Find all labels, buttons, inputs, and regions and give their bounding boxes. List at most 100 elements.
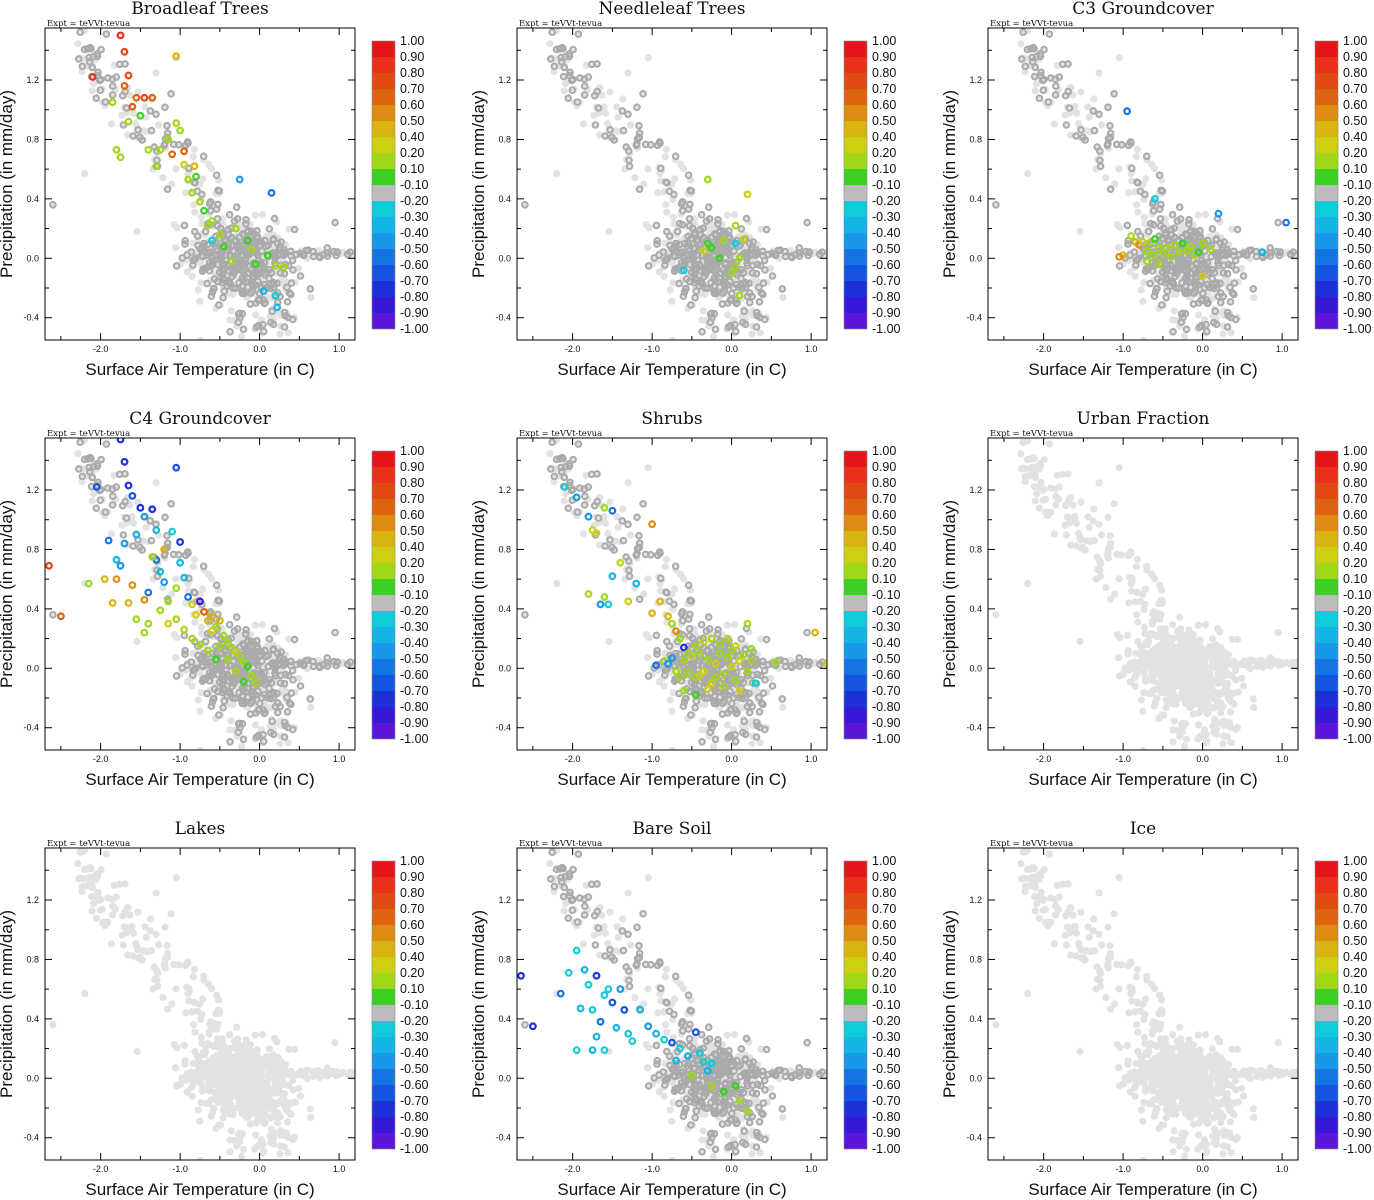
neutral-point — [1163, 287, 1172, 296]
data-point — [207, 236, 216, 245]
background-point — [198, 630, 206, 638]
colorbar-swatch — [1315, 57, 1338, 73]
background-point — [1201, 211, 1210, 219]
neutral-point — [240, 260, 249, 269]
data-point — [1150, 235, 1159, 243]
neutral-point — [134, 126, 142, 134]
colorbar-swatch — [372, 313, 395, 329]
neutral-point — [129, 132, 137, 140]
colorbar-label: 0.40 — [400, 130, 424, 144]
y-tick-label: 0.8 — [969, 134, 982, 144]
neutral-point — [1175, 203, 1184, 211]
neutral-point — [740, 307, 748, 316]
neutral-point — [1212, 235, 1221, 243]
background-point — [1133, 201, 1141, 209]
neutral-point — [1031, 63, 1040, 72]
background-point — [614, 113, 622, 121]
background-point — [227, 717, 235, 725]
neutral-point — [225, 279, 234, 287]
x-axis-label: Surface Air Temperature (in C) — [85, 360, 314, 379]
neutral-point — [1166, 260, 1175, 269]
data-point — [707, 243, 716, 252]
colorbar-swatch — [372, 185, 395, 201]
background-point — [229, 700, 237, 708]
colorbar-label: -0.10 — [872, 178, 901, 192]
neutral-point — [753, 248, 762, 256]
neutral-point — [269, 320, 278, 329]
neutral-point — [795, 244, 804, 252]
background-point — [668, 336, 676, 340]
neutral-point — [233, 215, 242, 223]
neutral-point — [686, 186, 694, 195]
neutral-point — [757, 289, 766, 297]
neutral-point — [201, 637, 210, 646]
colorbar-label: 0.50 — [1343, 114, 1367, 128]
colorbar-swatch — [1315, 297, 1338, 313]
neutral-point — [1144, 227, 1153, 236]
colorbar-swatch — [372, 217, 395, 233]
neutral-point — [720, 280, 728, 289]
colorbar-swatch — [372, 105, 395, 121]
neutral-point — [309, 252, 318, 261]
point-layer — [992, 28, 1298, 340]
neutral-point — [1168, 279, 1177, 287]
neutral-point — [740, 249, 748, 258]
neutral-point — [601, 132, 609, 140]
background-point — [1017, 40, 1025, 48]
neutral-point — [732, 280, 741, 289]
background-point — [133, 227, 141, 236]
neutral-point — [675, 279, 683, 288]
data-point — [128, 102, 137, 111]
neutral-point — [96, 86, 105, 95]
neutral-point — [248, 277, 256, 286]
neutral-point — [1181, 267, 1190, 275]
neutral-point — [1176, 215, 1185, 223]
neutral-point — [686, 260, 694, 269]
data-point — [1149, 251, 1158, 260]
neutral-point — [280, 308, 289, 317]
colorbar-label: -0.40 — [1343, 226, 1372, 240]
data-point — [1198, 272, 1207, 281]
background-point — [1169, 316, 1177, 324]
data-point — [192, 172, 200, 181]
neutral-point — [1106, 185, 1115, 193]
neutral-point — [755, 283, 763, 292]
neutral-point — [1106, 129, 1115, 138]
neutral-point — [270, 280, 278, 288]
colorbar-label: -0.60 — [1343, 258, 1372, 272]
neutral-point — [663, 254, 672, 262]
colorbar-swatch — [1315, 313, 1338, 329]
colorbar-label: -0.60 — [400, 258, 429, 272]
neutral-point — [644, 262, 653, 270]
data-point — [1194, 248, 1203, 257]
neutral-point — [212, 171, 221, 179]
colorbar-label: 0.90 — [400, 50, 424, 64]
neutral-point — [1216, 239, 1225, 248]
neutral-point — [229, 268, 237, 276]
data-point — [731, 239, 740, 248]
y-tick-label: 0.0 — [26, 253, 39, 263]
neutral-point — [1191, 277, 1199, 286]
colorbar-label: -0.30 — [1343, 210, 1372, 224]
neutral-point — [280, 323, 289, 331]
background-point — [590, 111, 598, 119]
neutral-point — [768, 272, 777, 280]
colorbar-swatch — [372, 297, 395, 313]
colorbar-swatch — [372, 169, 395, 185]
neutral-point — [1144, 265, 1152, 273]
neutral-point — [1077, 126, 1085, 134]
background-point — [1077, 88, 1085, 96]
neutral-point — [716, 226, 724, 235]
neutral-point — [1146, 279, 1154, 288]
neutral-point — [688, 252, 697, 260]
neutral-point — [590, 91, 599, 100]
neutral-point — [208, 254, 217, 262]
neutral-point — [1115, 262, 1124, 270]
neutral-point — [546, 55, 555, 63]
data-point — [1139, 237, 1147, 246]
neutral-point — [1162, 293, 1170, 302]
background-point — [677, 160, 685, 168]
neutral-point — [167, 90, 175, 98]
colorbar-label: 1.00 — [1343, 34, 1367, 48]
